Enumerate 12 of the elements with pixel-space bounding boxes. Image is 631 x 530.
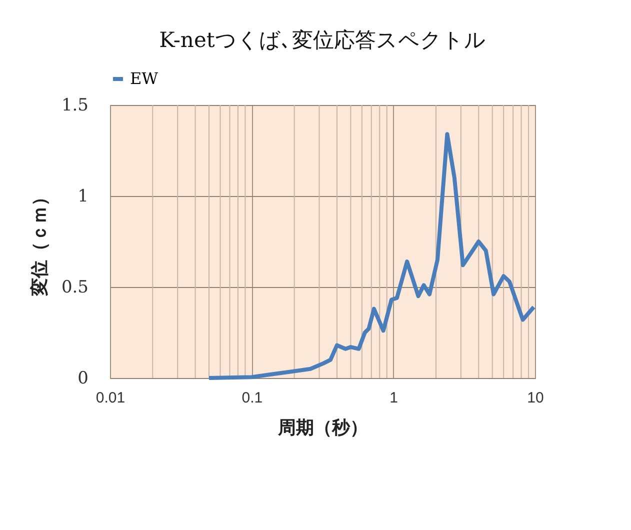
y-tick-label: 0: [78, 368, 88, 388]
y-tick-label: 0.5: [61, 278, 88, 298]
x-tick-label: 0.1: [242, 390, 263, 406]
y-axis-title: 変位（ｃｍ）: [29, 188, 50, 297]
x-tick-label: 0.01: [96, 390, 126, 406]
y-tick-label: 1: [78, 186, 88, 206]
x-tick-label: 10: [527, 390, 544, 406]
x-axis-title: 周期（秒）: [277, 418, 368, 438]
legend-label: EW: [130, 69, 159, 88]
chart-title: K-netつくば､変位応答スペクトル: [159, 28, 486, 52]
y-tick-label: 1.5: [61, 96, 88, 116]
x-tick-label: 1: [390, 390, 398, 406]
